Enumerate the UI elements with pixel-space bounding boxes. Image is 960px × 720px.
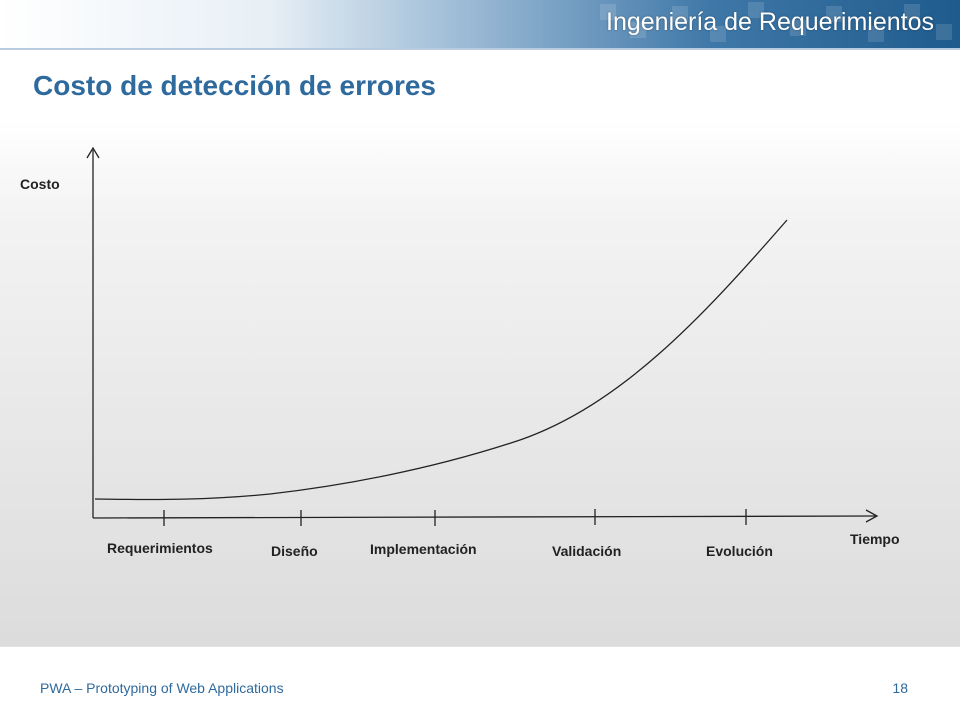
page-number: 18 (892, 680, 908, 696)
phase-label-requerimientos: Requerimientos (107, 540, 213, 556)
phase-label-diseno: Diseño (271, 543, 318, 559)
header-banner: Ingeniería de Requerimientos (0, 0, 960, 48)
phase-label-validacion: Validación (552, 543, 621, 559)
slide-title: Costo de detección de errores (33, 70, 437, 101)
x-axis-label: Tiempo (850, 531, 900, 547)
y-axis-label: Costo (20, 176, 60, 192)
footer-divider (0, 646, 960, 647)
banner-divider (0, 48, 960, 50)
cost-curve (94, 219, 788, 501)
x-axis (92, 515, 877, 519)
diagram-background (0, 120, 960, 646)
phase-label-evolucion: Evolución (706, 543, 773, 559)
phase-label-implementacion: Implementación (370, 541, 477, 557)
footer-text: PWA – Prototyping of Web Applications (40, 680, 284, 696)
banner-title: Ingeniería de Requerimientos (606, 8, 934, 36)
x-axis-arrowhead (865, 509, 879, 523)
y-axis-arrowhead (86, 146, 100, 159)
